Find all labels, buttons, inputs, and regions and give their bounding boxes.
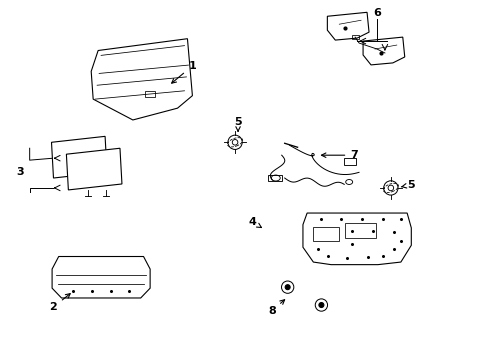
Text: 4: 4 [247,217,261,228]
Text: 3: 3 [16,167,23,177]
Text: 8: 8 [267,300,284,316]
Text: 6: 6 [372,8,380,18]
Bar [344,158,355,165]
Text: 5: 5 [234,117,242,131]
Text: 7: 7 [321,150,357,160]
Bar [344,223,375,238]
Circle shape [285,285,289,290]
Bar [144,91,154,97]
Polygon shape [66,148,122,190]
Polygon shape [51,136,107,178]
Text: 1: 1 [171,61,196,83]
Text: 2: 2 [49,294,70,312]
Bar [267,175,281,181]
Bar [313,226,339,241]
Circle shape [318,302,323,307]
Bar [351,35,358,39]
Text: 5: 5 [401,180,414,190]
